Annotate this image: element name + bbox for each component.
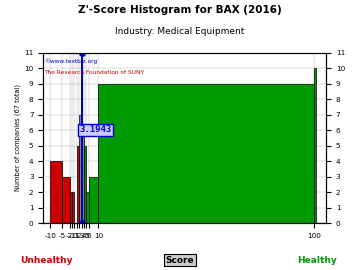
Y-axis label: Number of companies (67 total): Number of companies (67 total) bbox=[15, 84, 22, 191]
Bar bbox=[79, 114, 82, 223]
Bar bbox=[84, 146, 86, 223]
Bar bbox=[62, 177, 69, 223]
Text: Healthy: Healthy bbox=[297, 256, 337, 265]
Bar bbox=[89, 177, 98, 223]
Text: Score: Score bbox=[166, 256, 194, 265]
Text: Unhealthy: Unhealthy bbox=[21, 256, 73, 265]
Bar bbox=[86, 192, 89, 223]
Bar bbox=[72, 192, 75, 223]
Bar bbox=[77, 146, 79, 223]
Bar bbox=[98, 84, 314, 223]
Bar bbox=[69, 192, 72, 223]
Bar bbox=[50, 161, 62, 223]
Bar bbox=[82, 130, 84, 223]
Text: The Research Foundation of SUNY: The Research Foundation of SUNY bbox=[44, 70, 144, 75]
Text: ©www.textbiz.org: ©www.textbiz.org bbox=[44, 59, 98, 65]
Bar bbox=[314, 68, 316, 223]
Text: Industry: Medical Equipment: Industry: Medical Equipment bbox=[115, 27, 245, 36]
Text: Z'-Score Histogram for BAX (2016): Z'-Score Histogram for BAX (2016) bbox=[78, 5, 282, 15]
Text: 3.1943: 3.1943 bbox=[79, 125, 112, 134]
